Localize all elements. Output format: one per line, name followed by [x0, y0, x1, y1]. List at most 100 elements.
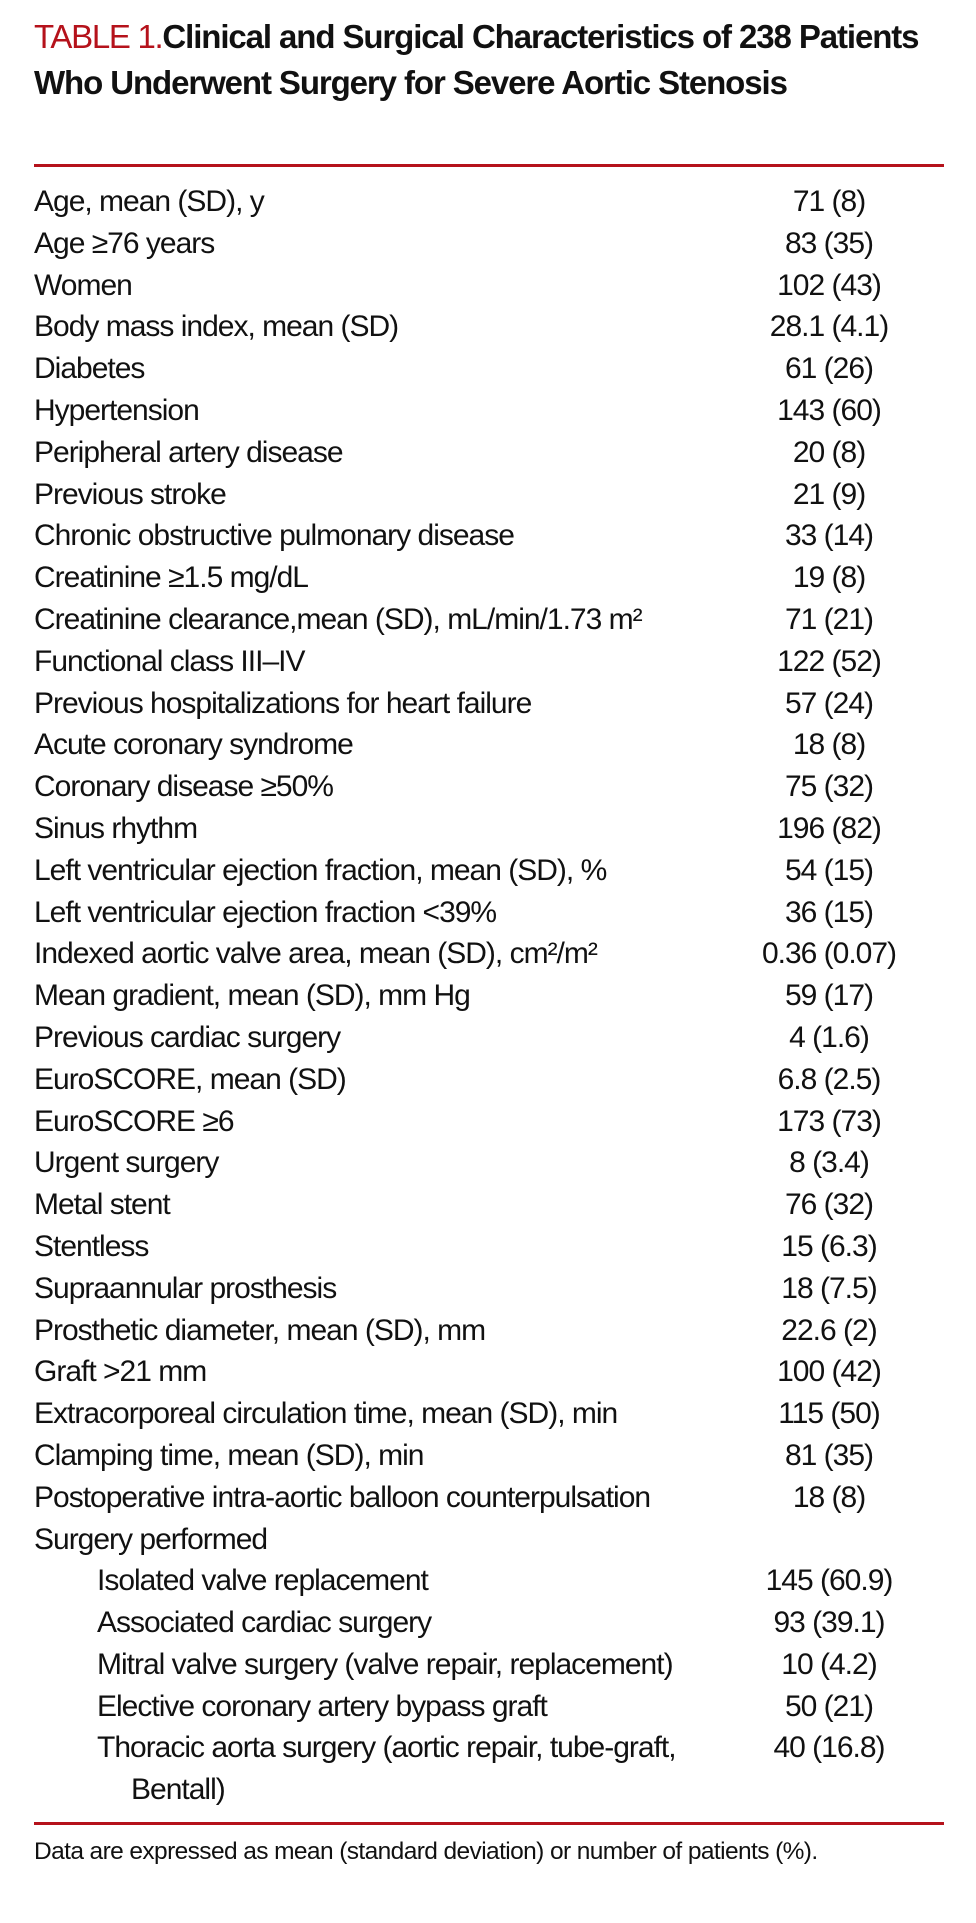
row-label: Prosthetic diameter, mean (SD), mm — [34, 1313, 486, 1347]
table-row: Creatinine clearance,mean (SD), mL/min/1… — [34, 599, 944, 641]
row-value: 59 (17) — [784, 979, 874, 1013]
row-label: Diabetes — [34, 352, 145, 386]
table-row: Isolated valve replacement 145 (60.9) — [34, 1560, 944, 1602]
row-value: 8 (3.4) — [789, 1146, 870, 1180]
row-label: Elective coronary artery bypass graft — [97, 1689, 548, 1723]
row-value: 21 (9) — [792, 477, 866, 511]
table-row: Age ≥76 years 83 (35) — [34, 223, 944, 265]
row-label: Previous stroke — [34, 477, 227, 511]
row-label: Associated cardiac surgery — [97, 1606, 432, 1640]
row-label: Postoperative intra-aortic balloon count… — [34, 1480, 651, 1514]
table-row: Creatinine ≥1.5 mg/dL 19 (8) — [34, 557, 944, 599]
row-label: Functional class III–IV — [34, 644, 305, 678]
row-value: 100 (42) — [777, 1355, 882, 1389]
row-value: 57 (24) — [784, 686, 874, 720]
row-label: Mitral valve surgery (valve repair, repl… — [97, 1647, 674, 1681]
row-value: 6.8 (2.5) — [777, 1062, 882, 1096]
table-row: Age, mean (SD), y 71 (8) — [34, 181, 944, 223]
row-value: 115 (50) — [778, 1397, 881, 1431]
row-value: 81 (35) — [784, 1438, 874, 1472]
row-label: Metal stent — [34, 1188, 171, 1222]
row-value: 19 (8) — [792, 561, 866, 595]
row-label: EuroSCORE, mean (SD) — [34, 1062, 347, 1096]
table-row: Body mass index, mean (SD) 28.1 (4.1) — [34, 306, 944, 348]
table-row: EuroSCORE ≥6 173 (73) — [34, 1101, 944, 1143]
row-label: Left ventricular ejection fraction, mean… — [34, 853, 607, 887]
table-row: Women 102 (43) — [34, 265, 944, 307]
table-row: Urgent surgery 8 (3.4) — [34, 1142, 944, 1184]
row-value: 18 (8) — [792, 728, 866, 762]
row-value: 33 (14) — [784, 519, 874, 553]
table-row: Clamping time, mean (SD), min 81 (35) — [34, 1435, 944, 1477]
table-row: Hypertension 143 (60) — [34, 390, 944, 432]
table-row: Mitral valve surgery (valve repair, repl… — [34, 1644, 944, 1686]
table-row: Thoracic aorta surgery (aortic repair, t… — [34, 1727, 944, 1769]
table-row: Left ventricular ejection fraction, mean… — [34, 850, 944, 892]
row-value: 18 (8) — [792, 1480, 866, 1514]
bottom-rule — [34, 1822, 944, 1825]
row-label: Bentall) — [131, 1773, 226, 1807]
row-label: Left ventricular ejection fraction <39% — [34, 895, 497, 929]
table-row: Metal stent 76 (32) — [34, 1184, 944, 1226]
table-row: Surgery performed — [34, 1519, 944, 1561]
row-label: Isolated valve replacement — [97, 1564, 429, 1598]
table-row: Acute coronary syndrome 18 (8) — [34, 724, 944, 766]
table-row: Prosthetic diameter, mean (SD), mm 22.6 (… — [34, 1310, 944, 1352]
row-value: 71 (8) — [792, 185, 866, 218]
table-footnote: Data are expressed as mean (standard dev… — [34, 1838, 818, 1865]
row-label: Women — [34, 268, 133, 302]
table-row: Indexed aortic valve area, mean (SD), cm… — [34, 933, 944, 975]
row-value: 143 (60) — [777, 393, 882, 427]
table-row: Extracorporeal circulation time, mean (S… — [34, 1393, 944, 1435]
row-label: Stentless — [34, 1229, 149, 1263]
row-label: Chronic obstructive pulmonary disease — [34, 519, 515, 553]
table-row: Postoperative intra-aortic balloon count… — [34, 1477, 944, 1519]
table-row: Chronic obstructive pulmonary disease 33 … — [34, 515, 944, 557]
row-label: Previous hospitalizations for heart fail… — [34, 686, 532, 720]
table-row: Associated cardiac surgery 93 (39.1) — [34, 1602, 944, 1644]
row-label: Extracorporeal circulation time, mean (S… — [34, 1397, 618, 1431]
row-label: Sinus rhythm — [34, 811, 198, 845]
row-label: Surgery performed — [34, 1522, 268, 1556]
row-value: 102 (43) — [777, 268, 882, 302]
row-label: Thoracic aorta surgery (aortic repair, t… — [97, 1731, 677, 1765]
row-value: 28.1 (4.1) — [769, 310, 889, 344]
row-label: Peripheral artery disease — [34, 435, 344, 469]
table-row: Bentall) — [34, 1769, 944, 1811]
row-label: Indexed aortic valve area, mean (SD), cm… — [34, 937, 598, 971]
row-label: Graft >21 mm — [34, 1355, 207, 1389]
row-value: 50 (21) — [784, 1689, 874, 1723]
row-label: Hypertension — [34, 393, 200, 427]
row-value: 0.36 (0.07) — [761, 937, 897, 971]
table-row: Left ventricular ejection fraction <39% 3… — [34, 892, 944, 934]
row-value: 196 (82) — [777, 811, 882, 845]
row-value: 75 (32) — [784, 770, 874, 804]
top-rule — [34, 164, 944, 167]
row-label: Coronary disease ≥50% — [34, 770, 334, 804]
row-label: EuroSCORE ≥6 — [34, 1104, 235, 1138]
table-caption: Clinical and Surgical Characteristics of… — [34, 18, 920, 101]
table-row: Functional class III–IV 122 (52) — [34, 641, 944, 683]
row-label: Age ≥76 years — [34, 226, 215, 260]
row-value: 4 (1.6) — [789, 1020, 870, 1054]
row-label: Creatinine clearance,mean (SD), mL/min/1… — [34, 602, 643, 636]
row-label: Acute coronary syndrome — [34, 728, 354, 762]
row-label: Urgent surgery — [34, 1146, 219, 1180]
row-value: 40 (16.8) — [773, 1731, 885, 1765]
row-label: Body mass index, mean (SD) — [34, 310, 399, 344]
table-row: Diabetes 61 (26) — [34, 348, 944, 390]
table-body: Age, mean (SD), y 71 (8) Age ≥76 years 83 (… — [34, 181, 944, 1811]
row-label: Supraannular prosthesis — [34, 1271, 337, 1305]
row-label: Age, mean (SD), y — [34, 185, 265, 218]
table-row: Previous hospitalizations for heart fail… — [34, 683, 944, 725]
table-row: Sinus rhythm 196 (82) — [34, 808, 944, 850]
row-value: 54 (15) — [784, 853, 874, 887]
row-value: 61 (26) — [784, 352, 874, 386]
table-row: Elective coronary artery bypass graft 50 … — [34, 1686, 944, 1728]
row-value: 22.6 (2) — [781, 1313, 877, 1347]
row-value: 10 (4.2) — [781, 1647, 877, 1681]
row-value: 71 (21) — [784, 602, 874, 636]
row-label: Previous cardiac surgery — [34, 1020, 341, 1054]
row-value: 20 (8) — [792, 435, 866, 469]
table-title: TABLE 1.Clinical and Surgical Characteri… — [34, 14, 954, 106]
